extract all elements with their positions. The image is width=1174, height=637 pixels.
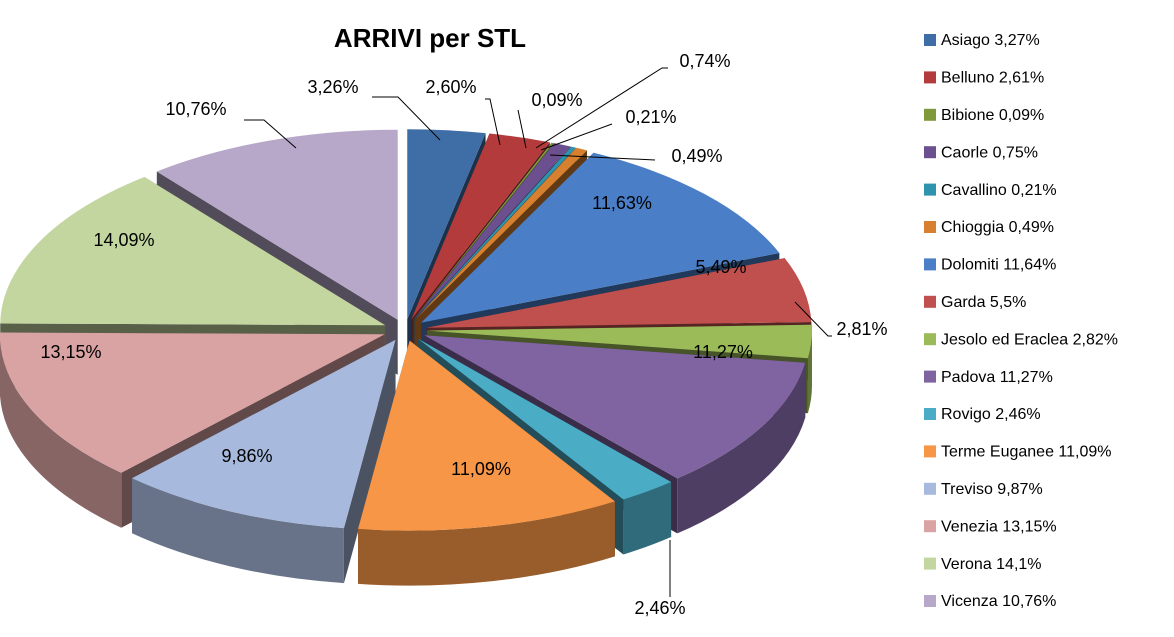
data-label: 11,09% [451, 459, 511, 479]
legend-swatch [924, 295, 936, 308]
data-label: 2,46% [634, 598, 685, 618]
legend-swatch [924, 520, 936, 533]
chart-title: ARRIVI per STL [334, 23, 526, 53]
slice-top [412, 142, 554, 320]
legend-label: Belluno 2,61% [941, 70, 1044, 87]
data-label: 0,09% [531, 90, 582, 110]
slice-top [358, 340, 615, 531]
data-label: 13,15% [40, 342, 101, 362]
slice-top [413, 143, 571, 320]
leader-line [372, 96, 441, 141]
slice-top [426, 258, 812, 328]
data-label: 11,27% [693, 342, 753, 362]
slice-top [131, 339, 396, 529]
legend-swatch [924, 370, 936, 383]
slice-top [421, 152, 780, 323]
slice-side [0, 339, 122, 528]
legend-label: Bibione 0,09% [941, 107, 1044, 124]
legend-label: Verona 14,1% [941, 556, 1042, 573]
slice-top [411, 133, 550, 320]
legend-label: Asiago 3,27% [941, 32, 1040, 49]
leader-line [485, 98, 501, 146]
slice-side [358, 501, 615, 586]
legend-label: Chioggia 0,49% [941, 219, 1054, 236]
legend-swatch [924, 557, 936, 570]
leader-line [540, 123, 613, 151]
legend-label: Jesolo ed Eraclea 2,82% [941, 331, 1118, 348]
slice-top [0, 332, 385, 473]
data-label: 0,74% [679, 51, 730, 71]
data-label: 9,86% [221, 446, 272, 466]
slice [131, 339, 396, 584]
data-label: 5,49% [695, 257, 746, 277]
data-label: 3,26% [307, 77, 358, 97]
legend-label: Vicenza 10,76% [941, 593, 1056, 610]
data-label: 14,09% [93, 230, 154, 250]
legend-label: Padova 11,27% [941, 369, 1053, 386]
legend-swatch [924, 258, 936, 271]
legend-swatch [924, 333, 936, 346]
slice-top [418, 338, 672, 500]
legend-label: Dolomiti 11,64% [941, 257, 1056, 274]
slice-top [156, 129, 398, 320]
legend-label: Cavallino 0,21% [941, 182, 1057, 199]
legend-swatch [924, 183, 936, 196]
legend-label: Garda 5,5% [941, 294, 1026, 311]
legend-swatch [924, 146, 936, 159]
data-label: 2,60% [425, 77, 476, 97]
data-label: 10,76% [165, 99, 226, 119]
slice-side [807, 330, 812, 414]
data-label: 11,63% [592, 193, 652, 213]
legend-label: Terme Euganee 11,09% [941, 444, 1111, 461]
legend-label: Caorle 0,75% [941, 144, 1038, 161]
slice-side [623, 481, 672, 555]
slice-top [424, 335, 806, 479]
legend-swatch [924, 221, 936, 233]
leader-line [535, 67, 668, 149]
legend-swatch [924, 408, 936, 420]
slice-top [414, 146, 576, 321]
data-label: 0,21% [625, 107, 676, 127]
leader-line [549, 154, 656, 161]
slice-top [407, 129, 486, 320]
data-label: 0,49% [671, 146, 722, 166]
legend-label: Rovigo 2,46% [941, 406, 1041, 423]
data-label: 2,81% [836, 319, 887, 339]
legend-swatch [924, 108, 936, 121]
slice-top [0, 177, 386, 326]
leader-line [244, 119, 297, 149]
slice-side [677, 362, 806, 534]
legend-swatch [924, 445, 936, 458]
legend-label: Treviso 9,87% [941, 481, 1043, 498]
slice [358, 340, 615, 586]
leader-line [517, 109, 527, 149]
leader-line [794, 301, 832, 337]
legend-swatch [924, 595, 936, 607]
legend-label: Venezia 13,15% [941, 518, 1057, 535]
slice-top [414, 147, 587, 321]
legend-swatch [924, 71, 936, 84]
slice-top [426, 324, 812, 359]
slice-side [131, 478, 344, 584]
legend-swatch [924, 482, 936, 495]
legend-swatch [924, 34, 936, 46]
